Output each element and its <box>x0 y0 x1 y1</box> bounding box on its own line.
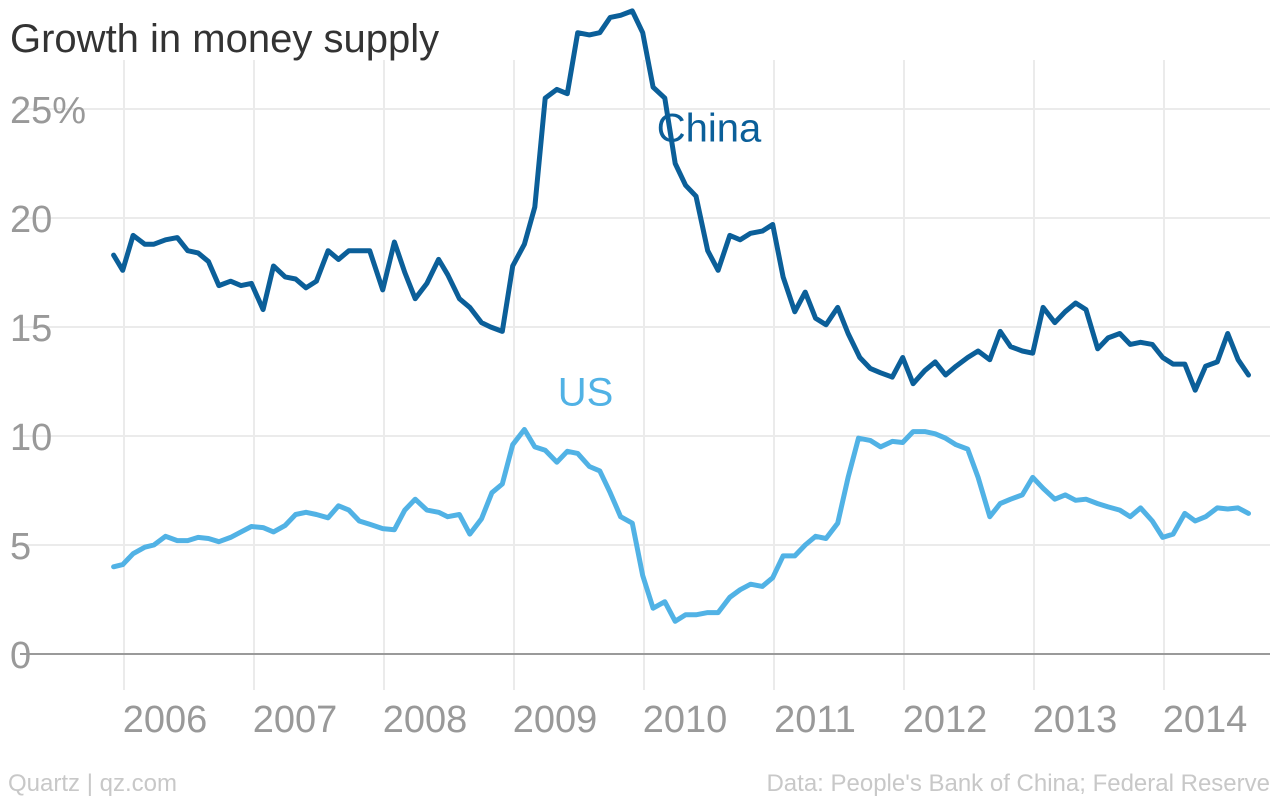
series-line-us <box>111 427 1251 624</box>
x-tick-label: 2009 <box>513 699 598 741</box>
x-tick-label: 2011 <box>774 699 856 741</box>
x-tick-label: 2007 <box>253 699 338 741</box>
x-tick-label: 2008 <box>383 699 468 741</box>
footer-source-brand: Quartz | qz.com <box>8 770 177 797</box>
chart-title: Growth in money supply <box>10 17 439 61</box>
y-tick-label: 15 <box>10 308 52 350</box>
footer-data-credit: Data: People's Bank of China; Federal Re… <box>766 770 1270 797</box>
axes: 2006 2007 2008 2009 2010 2011 2012 2013 201425%2… <box>10 90 1270 741</box>
y-tick-label: 25% <box>10 90 86 132</box>
x-tick-label: 2013 <box>1033 699 1118 741</box>
gridlines <box>20 60 1270 690</box>
y-tick-label: 20 <box>10 199 52 241</box>
series-line-china <box>111 8 1251 393</box>
series-label-us: US <box>558 370 614 414</box>
x-tick-label: 2006 <box>123 699 208 741</box>
x-tick-label: 2014 <box>1163 699 1248 741</box>
x-tick-label: 2010 <box>643 699 728 741</box>
series-labels: China US <box>558 107 762 415</box>
y-tick-label: 0 <box>10 635 31 677</box>
y-tick-label: 10 <box>10 417 52 459</box>
series-lines <box>111 8 1251 624</box>
x-tick-label: 2012 <box>903 699 988 741</box>
y-tick-label: 5 <box>10 526 31 568</box>
series-label-china: China <box>657 107 762 151</box>
